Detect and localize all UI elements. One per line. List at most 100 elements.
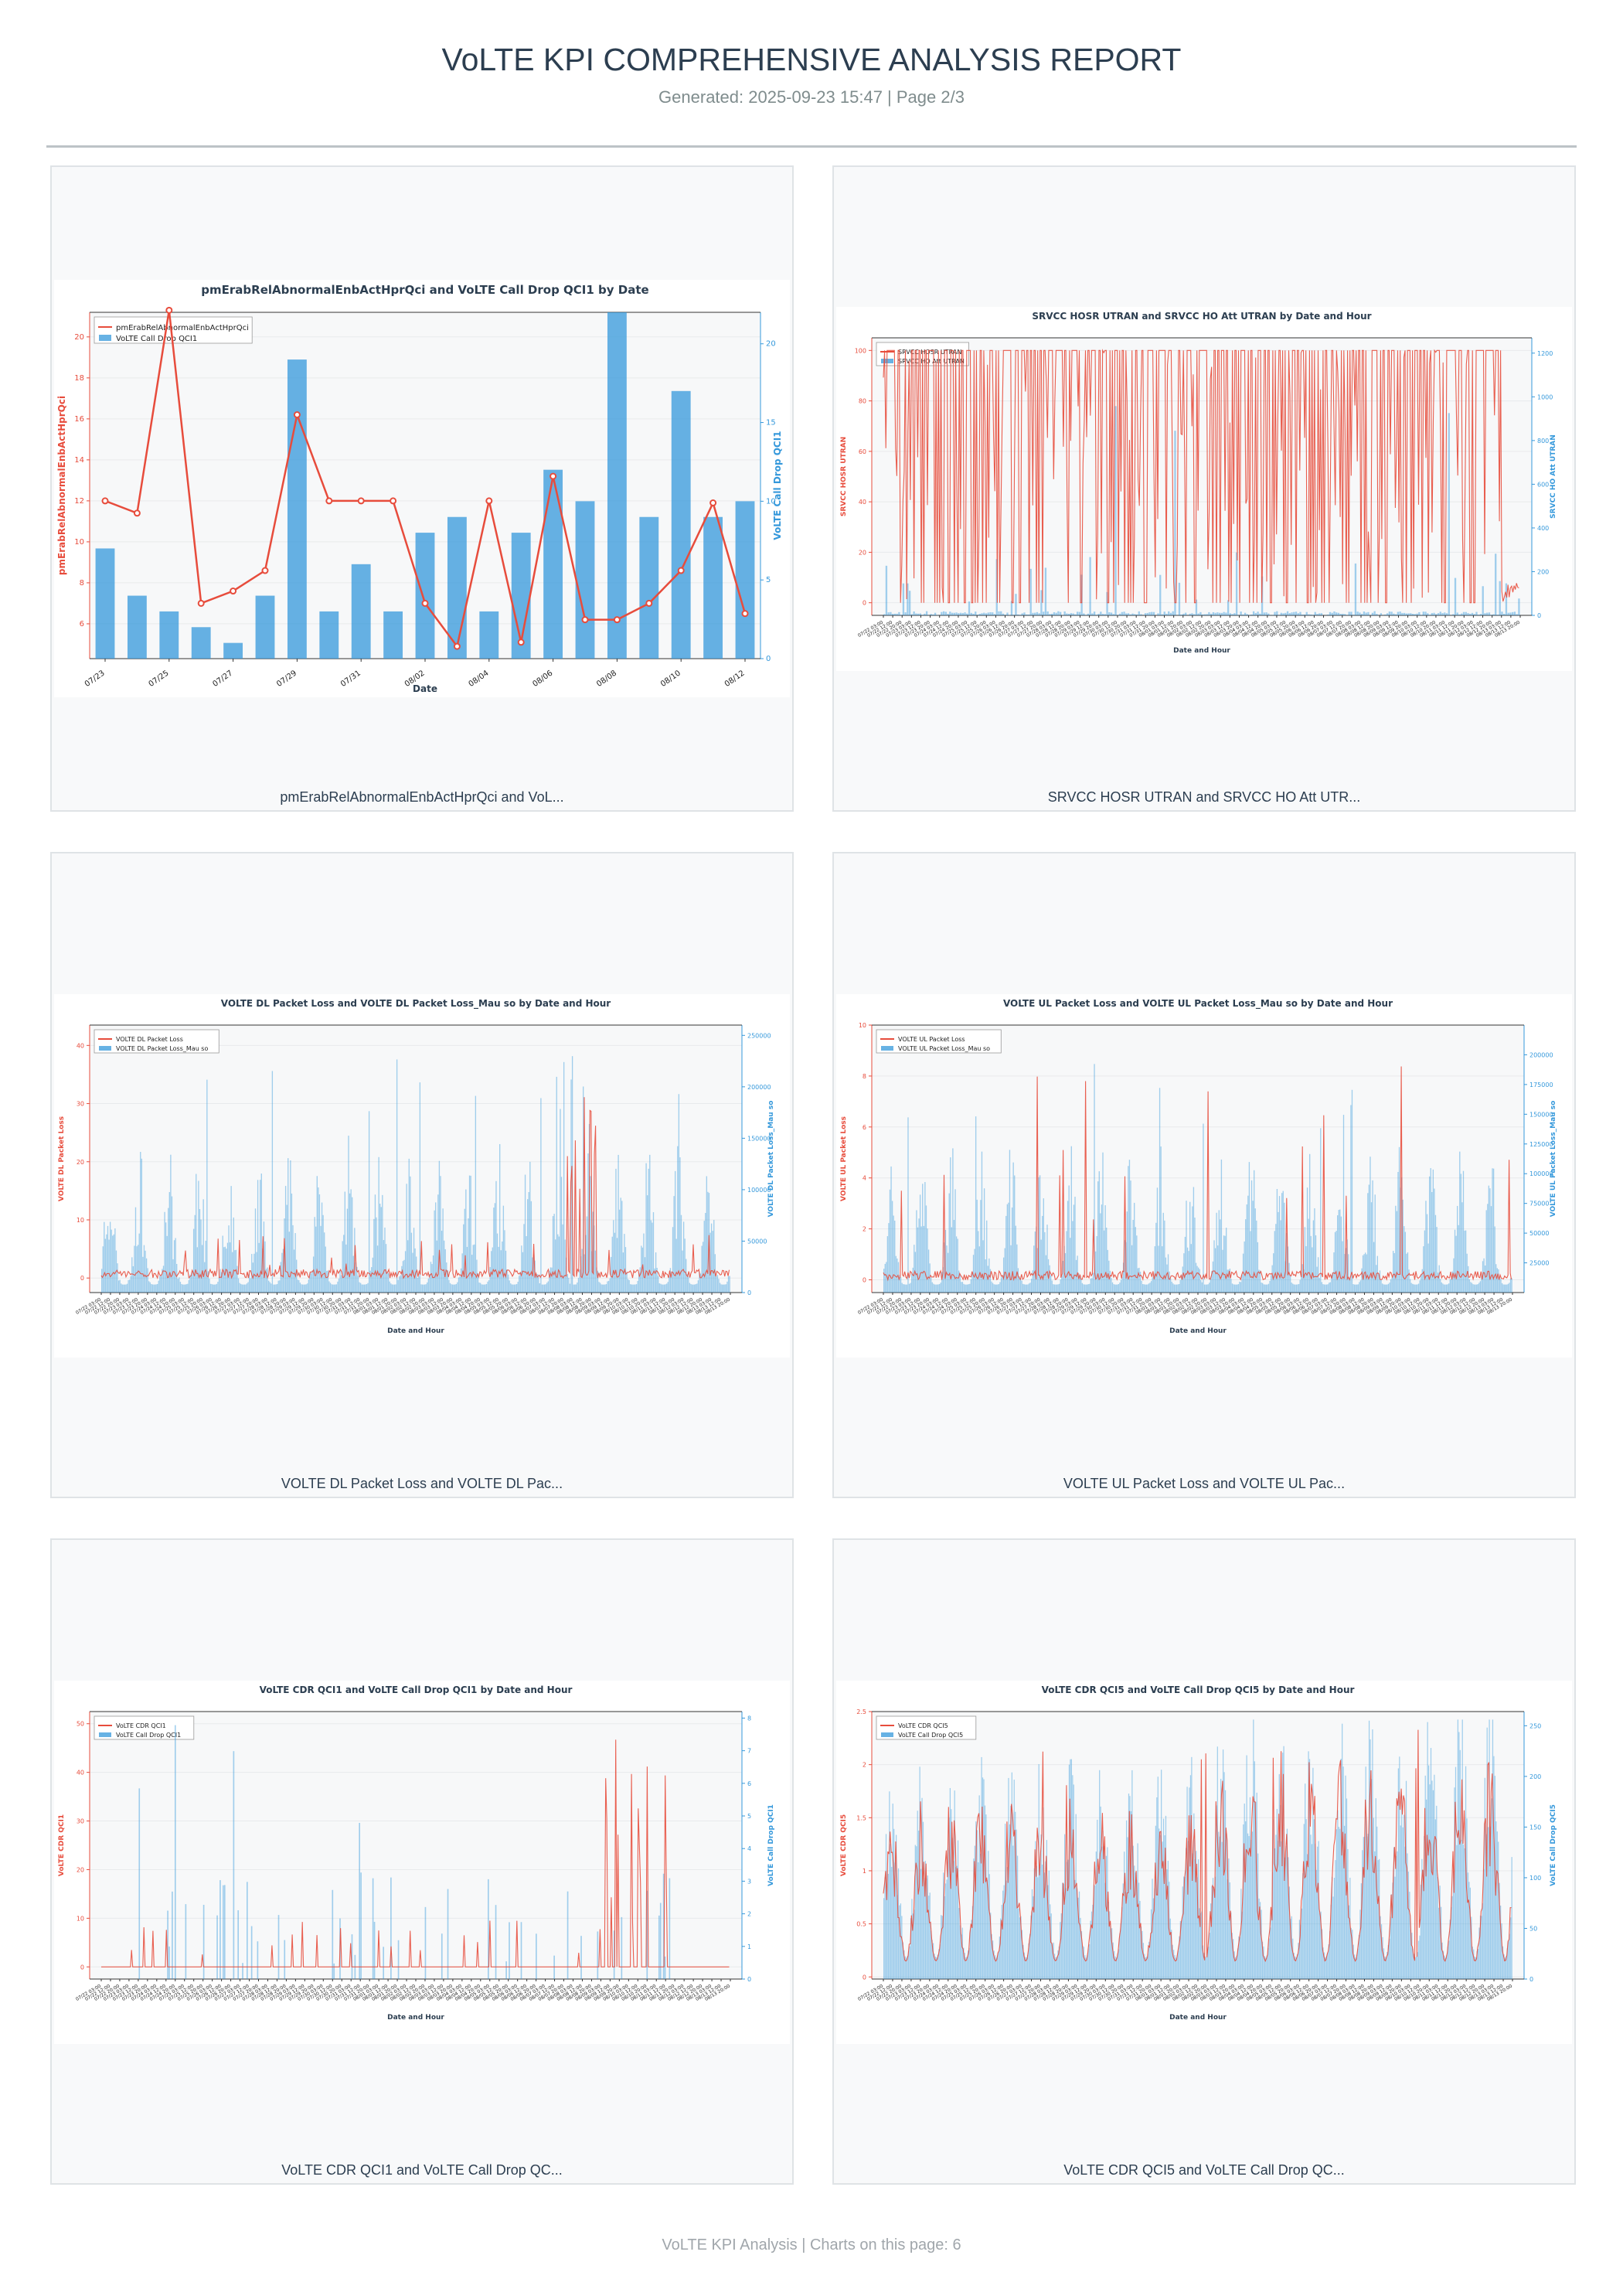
y-right-tick-label: 15 (766, 419, 776, 428)
data-bar (1142, 1943, 1145, 1979)
data-bar (1385, 1284, 1387, 1293)
y-left-tick-label: 0 (863, 1277, 866, 1284)
data-bar (1220, 1779, 1222, 1979)
data-bar (1068, 1185, 1070, 1293)
data-bar (953, 612, 955, 615)
data-bar (1320, 613, 1323, 615)
data-bar (1257, 1242, 1259, 1293)
data-bar (1393, 1847, 1395, 1979)
data-bar (298, 1279, 300, 1293)
data-bar (517, 1282, 519, 1293)
y-left-tick-label: 60 (859, 448, 866, 455)
data-bar (1160, 1146, 1162, 1293)
data-bar (1359, 1280, 1362, 1293)
data-bar (1510, 1917, 1512, 1979)
data-bar (1392, 1882, 1393, 1979)
data-bar (598, 1282, 600, 1293)
data-bar (1138, 1882, 1140, 1979)
data-bar (557, 1234, 559, 1293)
data-bar (955, 1236, 958, 1293)
data-bar (1507, 612, 1509, 615)
data-bar (1404, 1846, 1406, 1979)
data-bar (1106, 591, 1108, 615)
data-bar (1044, 1231, 1046, 1293)
data-bar (982, 1240, 984, 1293)
data-bar (216, 1915, 218, 1979)
data-bar (1195, 599, 1198, 615)
data-bar (141, 1158, 142, 1293)
data-bar (1259, 613, 1261, 615)
data-bar (968, 601, 971, 615)
data-bar (1111, 1282, 1114, 1293)
data-bar (1228, 1858, 1230, 1979)
data-bar (1343, 1825, 1346, 1979)
y-left-tick-label: 14 (74, 456, 84, 465)
data-bar (1491, 1798, 1492, 1979)
data-bar (915, 613, 917, 615)
data-bar (944, 611, 947, 615)
data-bar (1146, 1956, 1148, 1979)
data-bar (179, 1282, 182, 1293)
data-bar (1478, 1283, 1480, 1293)
y-right-tick-label: 100000 (747, 1187, 771, 1194)
legend-label: VoLTE Call Drop QCI1 (116, 1732, 181, 1739)
data-bar (1402, 1827, 1404, 1979)
data-bar (1428, 1176, 1431, 1293)
data-bar (365, 1284, 366, 1293)
data-bar (1410, 1283, 1412, 1293)
data-bar (1342, 1115, 1345, 1293)
data-bar (547, 1281, 549, 1293)
data-bar (1055, 1957, 1056, 1979)
data-bar (166, 1235, 168, 1293)
data-bar (1337, 1215, 1339, 1293)
data-bar (890, 1166, 892, 1293)
data-bar (1038, 1177, 1039, 1293)
y-left-tick-label: 2.5 (856, 1708, 866, 1715)
data-bar (675, 1238, 677, 1293)
data-bar (1101, 1204, 1103, 1293)
data-bar (360, 1872, 362, 1979)
data-bar (1421, 1269, 1423, 1293)
data-bar (1199, 1269, 1200, 1293)
data-bar (1053, 1284, 1056, 1293)
data-bar (910, 1918, 912, 1979)
data-bar (1288, 613, 1291, 615)
data-bar (1090, 1920, 1091, 1979)
data-bar (913, 611, 915, 615)
y-right-tick-label: 250 (1529, 1722, 1541, 1729)
data-bar (1473, 614, 1475, 615)
data-bar (237, 1910, 240, 1979)
data-bar (109, 1221, 111, 1293)
data-bar (1337, 612, 1340, 615)
plot-area (872, 1025, 1524, 1293)
data-bar (727, 1276, 730, 1293)
data-bar (1315, 1869, 1317, 1979)
data-bar (918, 1218, 920, 1293)
data-bar (1458, 1225, 1459, 1293)
data-bar (1036, 1248, 1039, 1293)
data-bar (138, 1788, 141, 1979)
data-bar (468, 1175, 471, 1293)
data-bar (1121, 611, 1123, 615)
data-bar (1245, 1219, 1247, 1293)
data-bar (1025, 1284, 1026, 1293)
data-bar (211, 1284, 213, 1293)
data-bar (1461, 1719, 1463, 1979)
data-bar (922, 1821, 924, 1979)
legend-label: SRVCC HOSR UTRAN (898, 349, 961, 356)
cdr-qci5-chart: VoLTE CDR QCI5 and VoLTE Call Drop QCI5 … (840, 1685, 1557, 2022)
data-bar (639, 1267, 641, 1293)
data-bar (168, 1192, 170, 1293)
data-bar (1444, 1284, 1446, 1293)
data-bar (1469, 613, 1472, 615)
data-bar (1025, 1957, 1026, 1979)
data-bar (1200, 1279, 1202, 1293)
data-bar (999, 1937, 1000, 1979)
data-bar (1350, 1927, 1352, 1979)
data-bar (894, 1862, 896, 1979)
data-bar (530, 1201, 532, 1293)
data-bar (916, 1210, 917, 1293)
data-bar (1318, 1277, 1320, 1293)
x-tick-label: 08/04 (468, 669, 491, 689)
data-bar (663, 1284, 665, 1293)
